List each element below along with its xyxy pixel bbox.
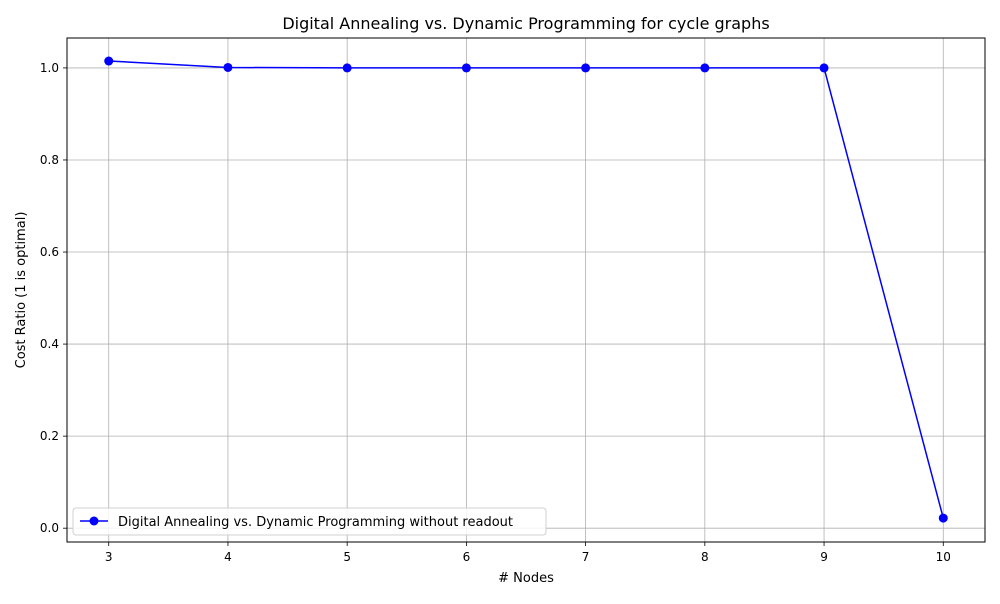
y-axis-label: Cost Ratio (1 is optimal) bbox=[14, 212, 29, 369]
plot-area bbox=[66, 37, 986, 543]
legend-entry-label: Digital Annealing vs. Dynamic Programmin… bbox=[118, 515, 513, 530]
data-point bbox=[938, 513, 948, 523]
series-layer bbox=[104, 56, 948, 523]
x-axis-label: # Nodes bbox=[498, 571, 554, 586]
series-line bbox=[108, 60, 944, 519]
data-point bbox=[819, 63, 829, 73]
data-point bbox=[104, 56, 114, 66]
y-tick-label: 0.2 bbox=[40, 429, 59, 443]
x-tick-label: 4 bbox=[224, 550, 232, 564]
legend-box bbox=[72, 507, 547, 536]
x-tick-label: 9 bbox=[820, 550, 828, 564]
x-tick-label: 10 bbox=[936, 550, 951, 564]
y-tick-label: 0.8 bbox=[40, 153, 59, 167]
grid bbox=[67, 38, 985, 542]
x-tick-label: 7 bbox=[582, 550, 590, 564]
x-tick-label: 6 bbox=[463, 550, 471, 564]
chart-title: Digital Annealing vs. Dynamic Programmin… bbox=[282, 14, 769, 33]
x-tick-label: 3 bbox=[105, 550, 113, 564]
y-tick-label: 0.4 bbox=[40, 337, 59, 351]
data-point bbox=[581, 63, 591, 73]
x-tick-label: 5 bbox=[343, 550, 351, 564]
y-tick-label: 0.0 bbox=[40, 521, 59, 535]
legend-marker-swatch bbox=[89, 516, 99, 526]
data-point bbox=[223, 62, 233, 72]
legend: Digital Annealing vs. Dynamic Programmin… bbox=[72, 507, 547, 536]
data-point bbox=[700, 63, 710, 73]
y-tick-label: 1.0 bbox=[40, 61, 59, 75]
y-axis-ticks: 0.0 0.2 0.4 0.6 0.8 1.0 bbox=[40, 61, 67, 535]
x-tick-label: 8 bbox=[701, 550, 709, 564]
data-point bbox=[461, 63, 471, 73]
data-point bbox=[342, 63, 352, 73]
x-axis-ticks: 3 4 5 6 7 8 9 10 bbox=[105, 542, 951, 564]
y-tick-label: 0.6 bbox=[40, 245, 59, 259]
